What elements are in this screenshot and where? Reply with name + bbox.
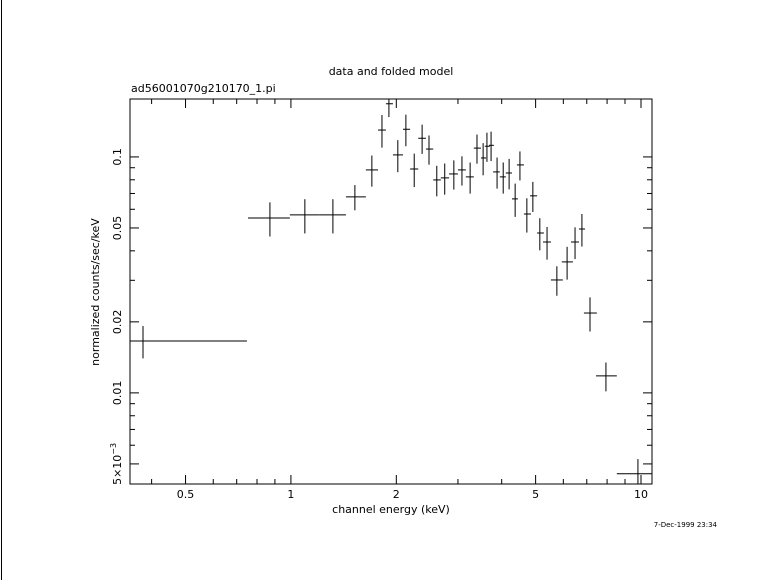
plot-frame	[129, 98, 653, 485]
x-tick-label: 5	[532, 488, 539, 501]
timestamp: 7-Dec-1999 23:34	[654, 521, 718, 529]
y-tick-label-exponent: −3	[109, 443, 118, 455]
y-tick-label: 0.01	[111, 381, 124, 406]
x-tick-label: 1	[287, 488, 294, 501]
y-tick-label: 0.02	[111, 310, 124, 335]
chart-subtitle: ad56001070g210170_1.pi	[131, 82, 276, 95]
x-tick-label: 10	[634, 488, 648, 501]
x-tick-label: 0.5	[177, 488, 195, 501]
y-axis-label: normalized counts/sec/keV	[89, 218, 102, 366]
x-axis-label: channel energy (keV)	[332, 503, 450, 516]
y-tick-label: 0.1	[111, 148, 124, 166]
chart-title: data and folded model	[329, 65, 454, 78]
x-tick-label: 2	[393, 488, 400, 501]
y-tick-label: 0.05	[111, 216, 124, 241]
y-tick-label-base: 5×10	[111, 455, 124, 485]
y-tick-label: 5×10−3	[109, 443, 125, 485]
